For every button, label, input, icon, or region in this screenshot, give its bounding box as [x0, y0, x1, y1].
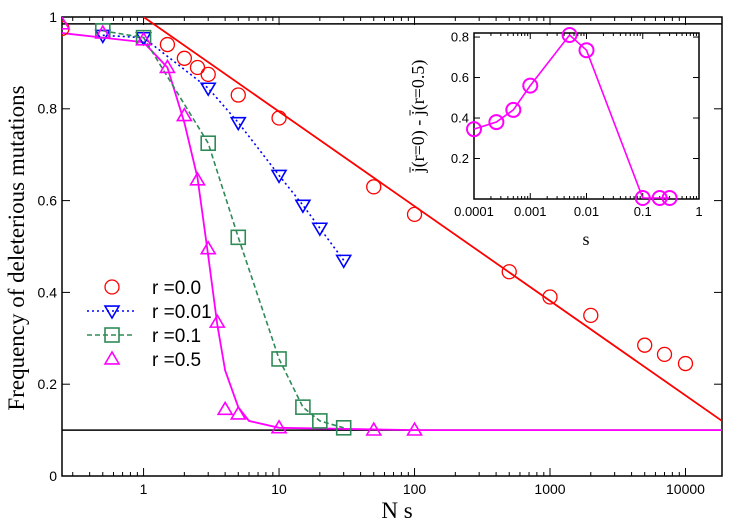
data-point [229, 116, 247, 132]
data-point [94, 29, 112, 44]
legend-marker [103, 305, 121, 320]
data-point [365, 421, 383, 436]
y-tick-label: 0 [49, 468, 57, 484]
data-point [656, 346, 673, 363]
inset-x-axis-label: s [582, 229, 589, 249]
inset-y-axis-label: j̄(r=0) - j̄(r=0.5) [408, 60, 429, 174]
inset-x-tick-label: 0.1 [634, 204, 652, 219]
data-point [229, 405, 247, 420]
data-point [366, 179, 382, 195]
inset-data-point [578, 42, 595, 59]
legend-label: r =0.0 [152, 278, 201, 299]
x-tick-label: 1000 [534, 481, 565, 497]
inset-data-point [661, 189, 678, 206]
legend-marker [104, 327, 120, 343]
data-point [542, 289, 558, 305]
inset-data-point [561, 27, 578, 44]
y-tick-label: 0.8 [38, 101, 58, 117]
data-point [189, 171, 206, 186]
data-point [637, 337, 653, 353]
inset-y-tick-label: 0.2 [451, 151, 469, 166]
inset-x-tick-label: 0.001 [514, 204, 547, 219]
series-line [102, 29, 344, 429]
legend-label: r =0.01 [152, 302, 212, 323]
data-point [199, 240, 217, 255]
inset-data-point [651, 189, 668, 206]
y-tick-label: 0.2 [38, 376, 58, 392]
inset-data-point [522, 77, 539, 94]
inset-data-point [505, 101, 522, 118]
data-point [200, 66, 216, 83]
data-point [94, 24, 112, 39]
data-point [501, 264, 517, 280]
x-tick-label: 10000 [666, 481, 705, 497]
data-point [311, 222, 329, 237]
x-axis-label: N s [381, 498, 412, 523]
x-tick-label: 1 [140, 481, 148, 497]
x-tick-label: 100 [403, 481, 427, 497]
data-point [406, 421, 423, 436]
data-point [270, 169, 288, 184]
inset-x-tick-label: 1 [695, 204, 702, 219]
data-point [135, 31, 152, 46]
data-point [199, 82, 217, 97]
data-point [335, 254, 353, 269]
data-point [271, 351, 287, 367]
data-point [159, 58, 176, 74]
inset-data-point [634, 189, 651, 206]
y-axis-label: Frequency of deleterious mutations [4, 85, 29, 410]
data-point [406, 206, 423, 223]
data-point [677, 355, 694, 372]
y-tick-label: 1 [49, 9, 57, 25]
data-point [230, 87, 246, 103]
data-point [216, 400, 234, 416]
y-tick-label: 0.6 [38, 193, 58, 209]
series-line [102, 34, 345, 261]
data-point [295, 399, 311, 415]
data-point [312, 413, 328, 429]
fit-line [62, 32, 722, 432]
y-tick-label: 0.4 [38, 284, 58, 300]
data-point [270, 419, 288, 434]
data-point [271, 110, 287, 126]
inset-data-point [488, 114, 505, 131]
data-point [230, 229, 247, 246]
inset-x-tick-label: 0.01 [574, 204, 599, 219]
inset-y-tick-label: 0.6 [451, 70, 469, 85]
legend-marker [104, 279, 120, 295]
inset-x-tick-label: 0.0001 [454, 204, 494, 219]
legend-label: r =0.5 [152, 350, 201, 371]
plot-area [62, 17, 722, 436]
inset-y-tick-label: 0.4 [451, 111, 469, 126]
fit-line [143, 17, 722, 422]
data-point [62, 17, 71, 30]
data-point [159, 36, 176, 53]
inset-y-tick-label: 0.8 [451, 30, 469, 45]
legend-label: r =0.1 [152, 326, 201, 347]
inset-data-point [466, 121, 482, 138]
data-point [176, 50, 193, 66]
data-point [189, 59, 206, 76]
data-point [335, 420, 352, 436]
data-point [583, 307, 599, 324]
legend-marker [103, 350, 121, 365]
x-tick-label: 10 [271, 481, 287, 497]
data-point [294, 199, 312, 214]
data-point [200, 135, 217, 152]
data-point [208, 313, 226, 328]
data-point [175, 107, 193, 122]
